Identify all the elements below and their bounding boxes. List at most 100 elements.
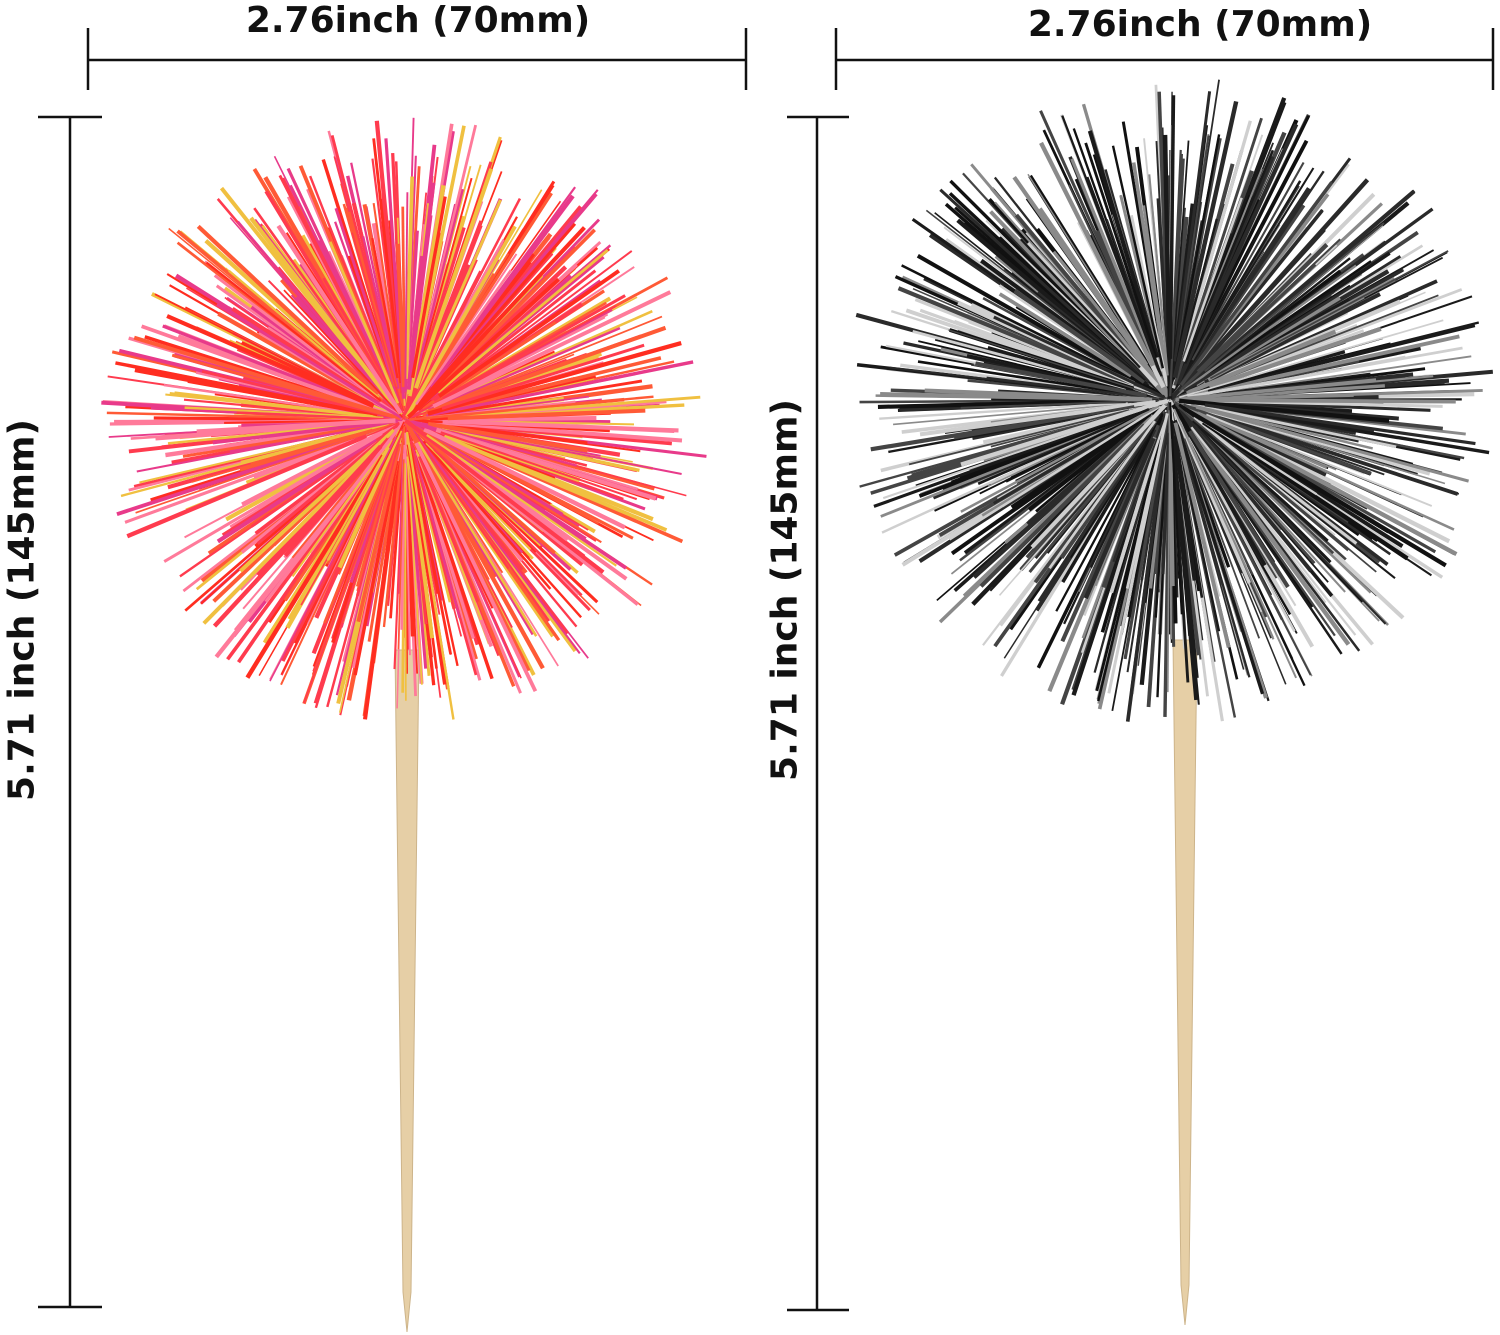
- tinsel-strand: [1123, 401, 1172, 660]
- tinsel-strand: [1172, 435, 1197, 581]
- tinsel-strand: [1192, 416, 1358, 545]
- tinsel-strand: [919, 399, 1156, 437]
- tinsel-strand: [1187, 420, 1316, 564]
- tinsel-strand: [1172, 100, 1239, 379]
- tinsel-strand: [404, 192, 409, 393]
- tinsel-strand: [977, 408, 1150, 485]
- tinsel-strand: [432, 290, 672, 409]
- tinsel-strand: [992, 418, 1137, 505]
- tinsel-strand: [1003, 426, 1154, 659]
- tinsel-strand: [257, 432, 383, 510]
- tinsel-strand: [1183, 149, 1275, 364]
- tinsel-strand: [1201, 420, 1409, 561]
- tinsel-strand: [408, 443, 453, 655]
- tinsel-strand: [948, 329, 1170, 401]
- tinsel-strand: [986, 376, 1167, 401]
- tinsel-strand: [234, 421, 400, 493]
- tinsel-strand: [322, 277, 398, 406]
- tinsel-strand: [428, 194, 575, 388]
- tinsel-strand: [139, 423, 387, 484]
- tinsel-strand: [326, 447, 391, 561]
- tinsel-strand: [264, 419, 407, 603]
- tinsel-strand: [1198, 427, 1372, 594]
- tinsel-strand: [435, 427, 657, 501]
- tinsel-strand: [166, 314, 375, 409]
- tinsel-strand: [1171, 140, 1190, 364]
- tinsel-strand: [1027, 173, 1149, 365]
- tinsel-strand: [1197, 411, 1455, 531]
- tinsel-strand: [893, 400, 1156, 426]
- tinsel-strand: [1204, 222, 1385, 373]
- tinsel-strand: [404, 432, 411, 656]
- tinsel-strand: [351, 232, 402, 406]
- tinsel-strand: [405, 431, 455, 720]
- tinsel-strand: [1179, 181, 1334, 387]
- tinsel-strand: [1209, 326, 1382, 389]
- tinsel-strand: [1178, 170, 1325, 387]
- tinsel-strand: [350, 162, 400, 389]
- tinsel-strand: [334, 207, 400, 401]
- tinsel-strand: [437, 249, 609, 394]
- tinsel-strand: [363, 426, 407, 720]
- tinsel-strand: [211, 424, 370, 454]
- tinsel-strand: [236, 220, 394, 407]
- tinsel-strand: [1161, 432, 1171, 575]
- tinsel-strand: [1170, 420, 1200, 705]
- tinsel-strand: [404, 192, 553, 420]
- tinsel-strand: [423, 427, 626, 530]
- tinsel-strand: [245, 454, 386, 679]
- width-label-left: 2.76inch (70mm): [245, 0, 591, 41]
- tinsel-strand: [960, 399, 1149, 409]
- tinsel-strand: [418, 455, 480, 603]
- dimension-lines: [38, 28, 1495, 1312]
- tinsel-strand: [979, 402, 1164, 495]
- tinsel-strand: [1055, 421, 1160, 612]
- tinsel-strand: [407, 424, 581, 655]
- tinsel-strand: [1176, 378, 1377, 402]
- tinsel-strand: [916, 254, 1169, 401]
- tinsel-strand: [1179, 409, 1387, 625]
- tinsel-strand: [1142, 205, 1168, 372]
- tinsel-strand: [1175, 123, 1299, 385]
- tinsel-strand: [431, 250, 633, 401]
- tinsel-strand: [1187, 346, 1463, 399]
- tinsel-strand: [162, 324, 367, 407]
- tinsel-strand: [950, 412, 1151, 556]
- toothpick-stick-right: [1172, 639, 1198, 1326]
- tinsel-strand: [404, 176, 415, 379]
- toothpick-stick-left: [394, 649, 420, 1333]
- tinsel-strand: [1175, 404, 1377, 573]
- tinsel-strand: [960, 405, 1160, 513]
- tinsel-strand: [912, 329, 1127, 390]
- tinsel-strand: [1191, 162, 1305, 361]
- tinsel-strand: [212, 444, 383, 628]
- tinsel-strand: [212, 419, 399, 445]
- tinsel-strand: [216, 437, 377, 544]
- tinsel-strand: [276, 224, 403, 415]
- tinsel-strand: [1190, 403, 1373, 450]
- tinsel-strand: [1191, 167, 1315, 364]
- tinsel-strand: [396, 243, 406, 388]
- tinsel-strand: [1093, 433, 1162, 673]
- tinsel-strand: [1084, 142, 1158, 358]
- tinsel-strand: [939, 188, 1151, 383]
- tinsel-strand: [1183, 255, 1402, 393]
- tinsel-strand: [417, 432, 583, 597]
- tinsel-strand: [413, 177, 473, 386]
- tinsel-strand: [954, 405, 1135, 440]
- tinsel-strand: [241, 419, 404, 507]
- tinsel-strand: [998, 292, 1133, 378]
- tinsel-strand: [426, 434, 617, 567]
- tinsel-strand: [918, 340, 1148, 396]
- tinsel-strand: [405, 225, 517, 418]
- tinsel-strand: [1185, 334, 1460, 399]
- tinsel-strand: [1155, 141, 1169, 356]
- tinsel-strand: [337, 429, 403, 569]
- tinsel-strand: [406, 456, 423, 685]
- tinsel-strand: [414, 442, 538, 693]
- tinsel-strand: [1030, 403, 1167, 549]
- tinsel-strand: [415, 379, 643, 420]
- tinsel-strand: [443, 434, 668, 532]
- tinsel-strand: [1103, 406, 1169, 662]
- tinsel-strand: [442, 294, 626, 400]
